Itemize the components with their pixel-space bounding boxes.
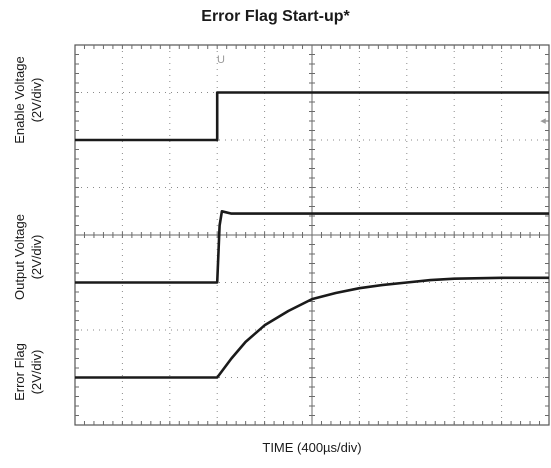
channel-arrow-icon: ◂ [540, 114, 546, 127]
grid [74, 44, 550, 426]
trace-output-voltage [75, 210, 549, 284]
trace-error-flag [75, 276, 549, 379]
chart-title: Error Flag Start-up* [201, 8, 350, 25]
traces [75, 91, 549, 379]
trigger-marker: U [217, 54, 225, 66]
x-axis-label: TIME (400µs/div) [262, 440, 362, 455]
trace-enable-voltage [75, 91, 549, 142]
